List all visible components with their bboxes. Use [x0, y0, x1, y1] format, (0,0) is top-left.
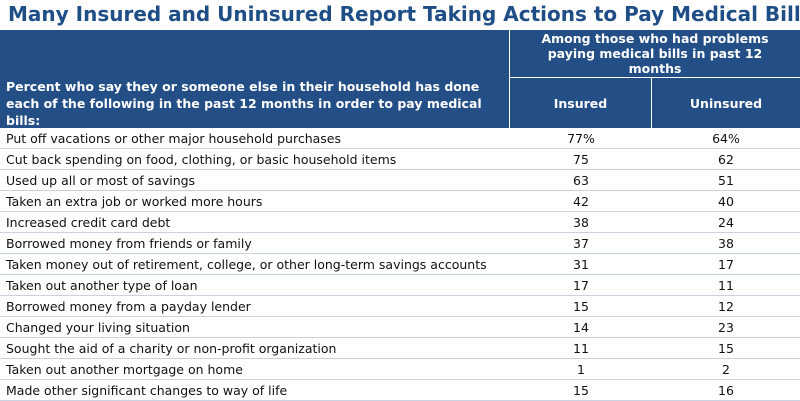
title: Many Insured and Uninsured Report Taking… — [8, 2, 800, 26]
cell-value: 37 — [510, 233, 652, 254]
group-header: Among those who had problems paying medi… — [510, 30, 800, 78]
cell-value: 38 — [510, 212, 652, 233]
row-label: Sought the aid of a charity or non-profi… — [0, 338, 510, 359]
row-label: Used up all or most of savings — [0, 170, 510, 191]
row-label: Taken out another mortgage on home — [0, 359, 510, 380]
cell-value: 11 — [652, 275, 800, 296]
cell-value: 51 — [652, 170, 800, 191]
cell-value: 62 — [652, 149, 800, 170]
row-label: Taken money out of retirement, college, … — [0, 254, 510, 275]
row-label: Changed your living situation — [0, 317, 510, 338]
row-label: Increased credit card debt — [0, 212, 510, 233]
cell-value: 40 — [652, 191, 800, 212]
row-label: Taken out another type of loan — [0, 275, 510, 296]
cell-value: 17 — [652, 254, 800, 275]
cell-value: 38 — [652, 233, 800, 254]
cell-value: 23 — [652, 317, 800, 338]
cell-value: 77% — [510, 128, 652, 149]
cell-value: 16 — [652, 380, 800, 401]
cell-value: 63 — [510, 170, 652, 191]
row-label: Cut back spending on food, clothing, or … — [0, 149, 510, 170]
cell-value: 64% — [652, 128, 800, 149]
cell-value: 2 — [652, 359, 800, 380]
header-blank — [0, 30, 510, 78]
row-label: Made other significant changes to way of… — [0, 380, 510, 401]
cell-value: 24 — [652, 212, 800, 233]
row-label: Borrowed money from friends or family — [0, 233, 510, 254]
cell-value: 15 — [510, 380, 652, 401]
row-label: Taken an extra job or worked more hours — [0, 191, 510, 212]
cell-value: 15 — [652, 338, 800, 359]
row-header: Percent who say they or someone else in … — [0, 78, 510, 128]
cell-value: 12 — [652, 296, 800, 317]
cell-value: 31 — [510, 254, 652, 275]
cell-value: 11 — [510, 338, 652, 359]
cell-value: 15 — [510, 296, 652, 317]
row-label: Borrowed money from a payday lender — [0, 296, 510, 317]
cell-value: 1 — [510, 359, 652, 380]
cell-value: 14 — [510, 317, 652, 338]
row-label: Put off vacations or other major househo… — [0, 128, 510, 149]
column-header: Uninsured — [652, 78, 800, 128]
cell-value: 17 — [510, 275, 652, 296]
column-header: Insured — [510, 78, 652, 128]
cell-value: 75 — [510, 149, 652, 170]
cell-value: 42 — [510, 191, 652, 212]
